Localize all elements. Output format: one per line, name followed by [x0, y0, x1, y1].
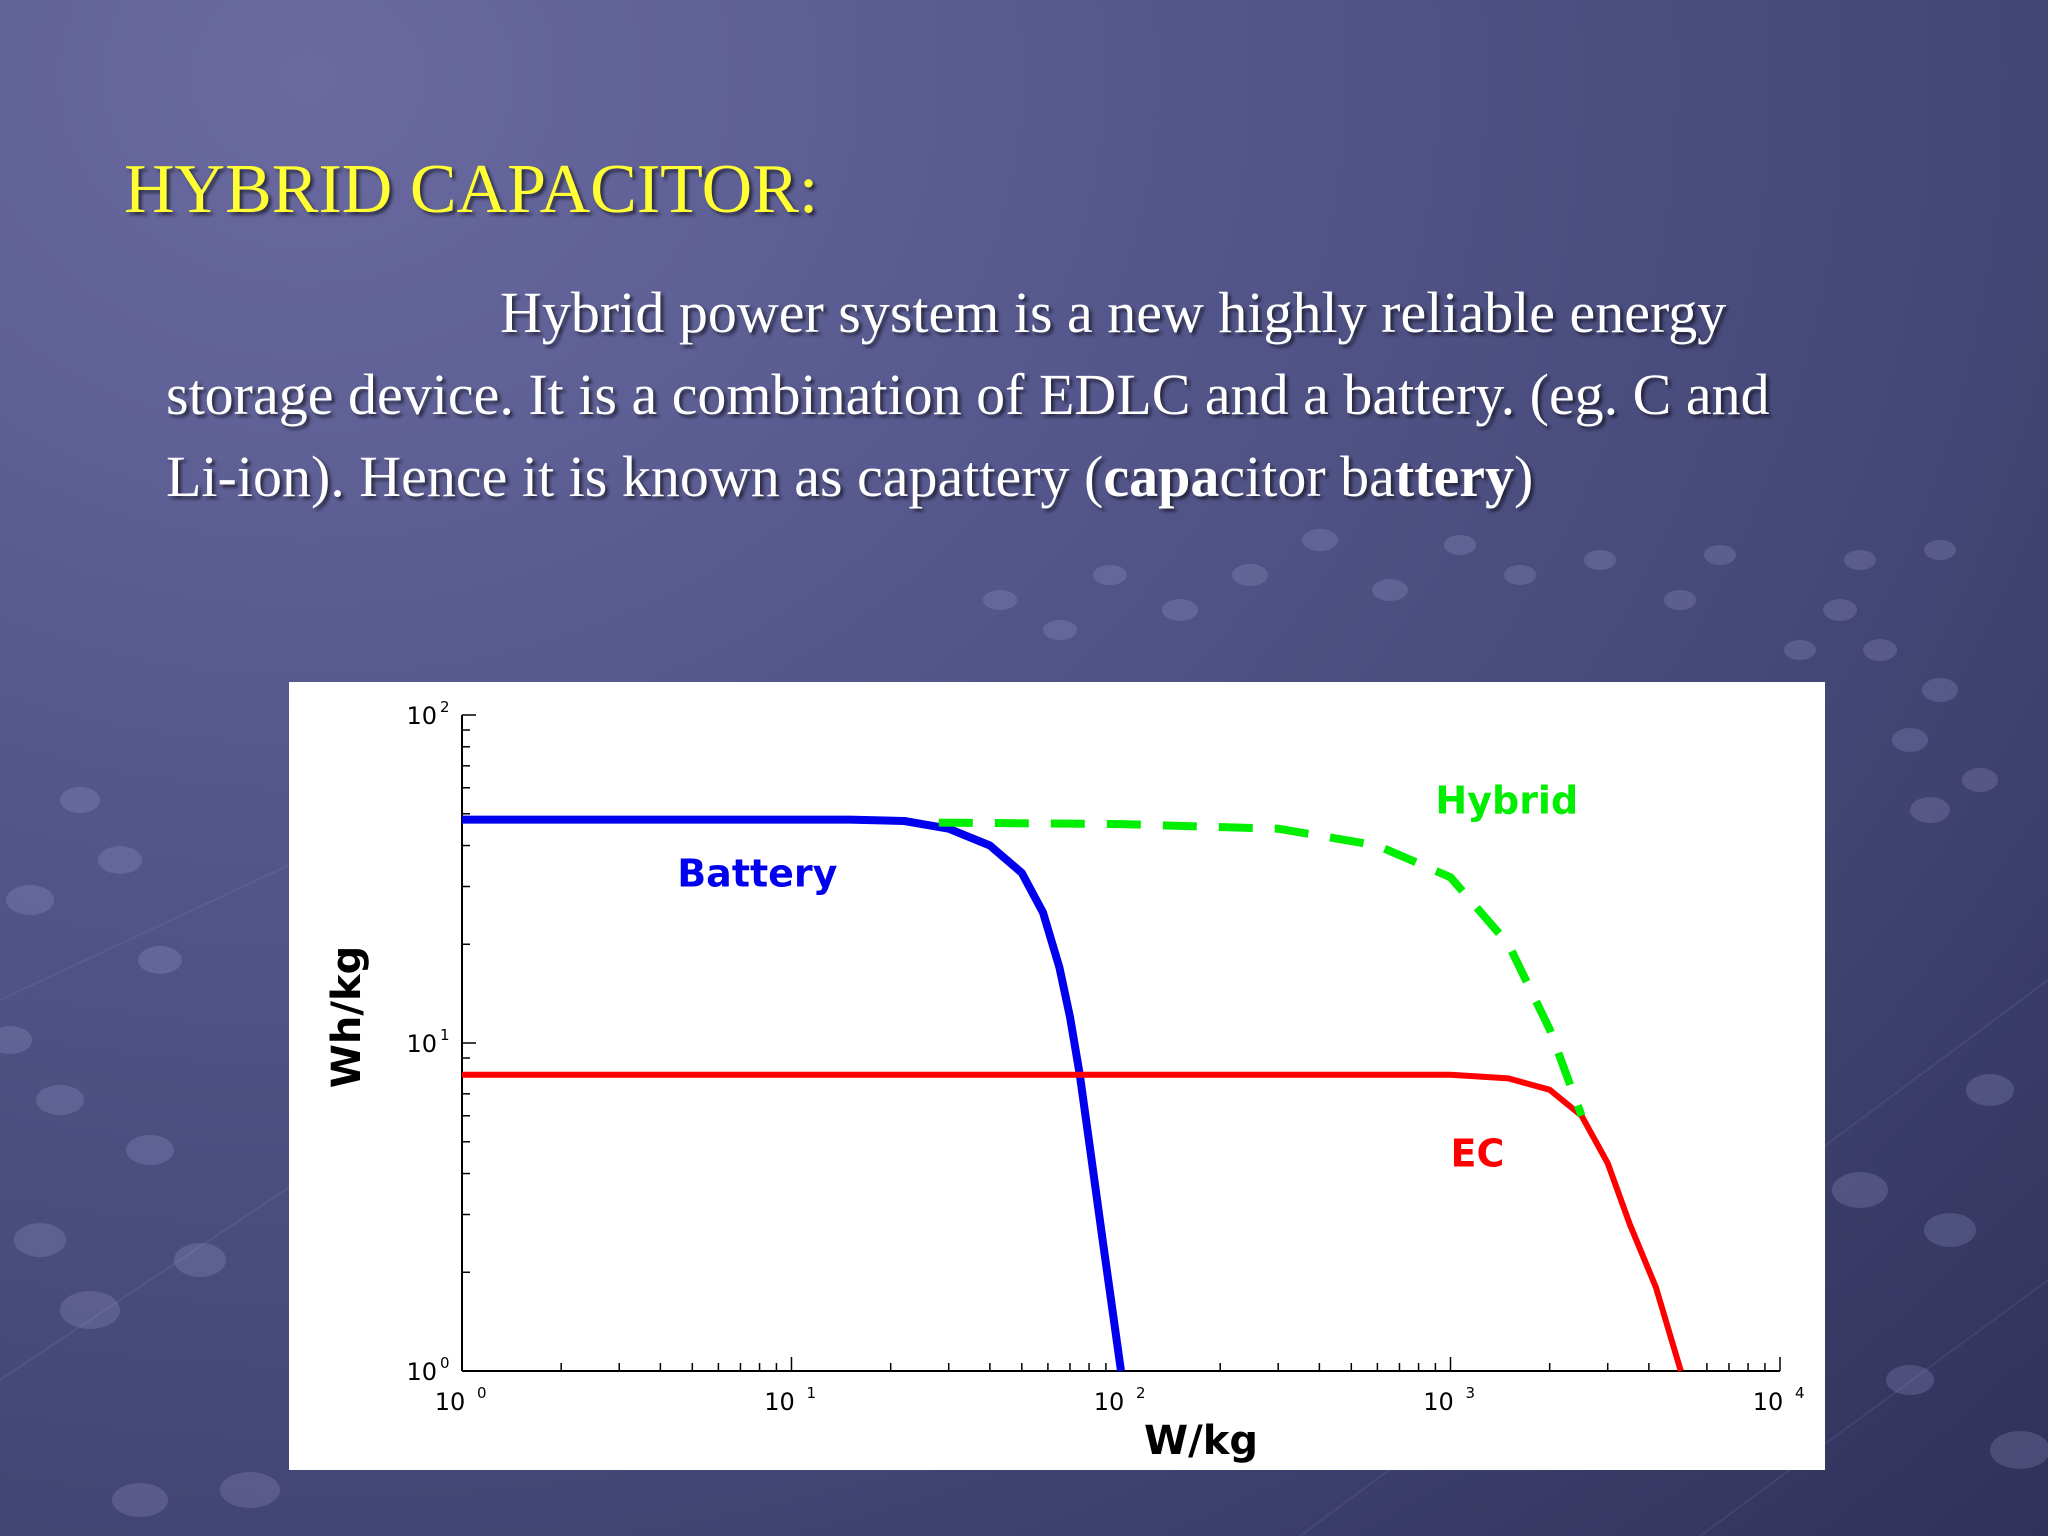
paragraph-bold-run: capa [1103, 444, 1220, 509]
y-tick-exponent: 0 [440, 1354, 450, 1372]
chart-labels-layer: Battery EC Hybrid [677, 779, 1578, 1176]
chart-series-layer [462, 815, 1684, 1372]
x-tick-label: 10 [1423, 1388, 1454, 1416]
series-line-ec [462, 1071, 1684, 1372]
slide-body-paragraph: Hybrid power system is a new highly reli… [166, 272, 1806, 518]
x-tick-label: 10 [1094, 1388, 1125, 1416]
ragone-chart-panel: 10 0 10 1 10 2 10 3 10 4 10 0 10 1 10 2 W/kg Wh/kg Batter… [289, 682, 1825, 1470]
y-axis-title: Wh/kg [324, 946, 370, 1088]
y-tick-label: 10 [406, 1358, 437, 1386]
paragraph-run: ) [1514, 444, 1534, 509]
slide-title: HYBRID CAPACITOR: [124, 151, 819, 228]
x-tick-label: 10 [764, 1388, 795, 1416]
y-tick-exponent: 2 [440, 698, 450, 716]
series-label-hybrid: Hybrid [1435, 779, 1578, 823]
x-tick-label: 10 [1753, 1388, 1784, 1416]
y-tick-label: 10 [406, 702, 437, 730]
series-line-hybrid [938, 818, 1586, 1118]
x-axis-title: W/kg [1144, 1418, 1258, 1464]
x-tick-exponent: 3 [1466, 1384, 1476, 1402]
paragraph-run: Hybrid power system is a new highly reli… [166, 280, 1770, 509]
y-tick-label: 10 [406, 1030, 437, 1058]
x-tick-exponent: 1 [807, 1384, 817, 1402]
x-tick-exponent: 4 [1795, 1384, 1805, 1402]
paragraph-bold-run: ttery [1394, 444, 1515, 509]
y-tick-exponent: 1 [440, 1026, 450, 1044]
x-tick-exponent: 0 [477, 1384, 487, 1402]
series-label-battery: Battery [677, 852, 837, 896]
series-label-ec: EC [1451, 1132, 1505, 1176]
x-tick-exponent: 2 [1136, 1384, 1146, 1402]
x-tick-label: 10 [435, 1388, 466, 1416]
paragraph-run: citor ba [1219, 444, 1395, 509]
series-line-battery [462, 815, 1125, 1372]
